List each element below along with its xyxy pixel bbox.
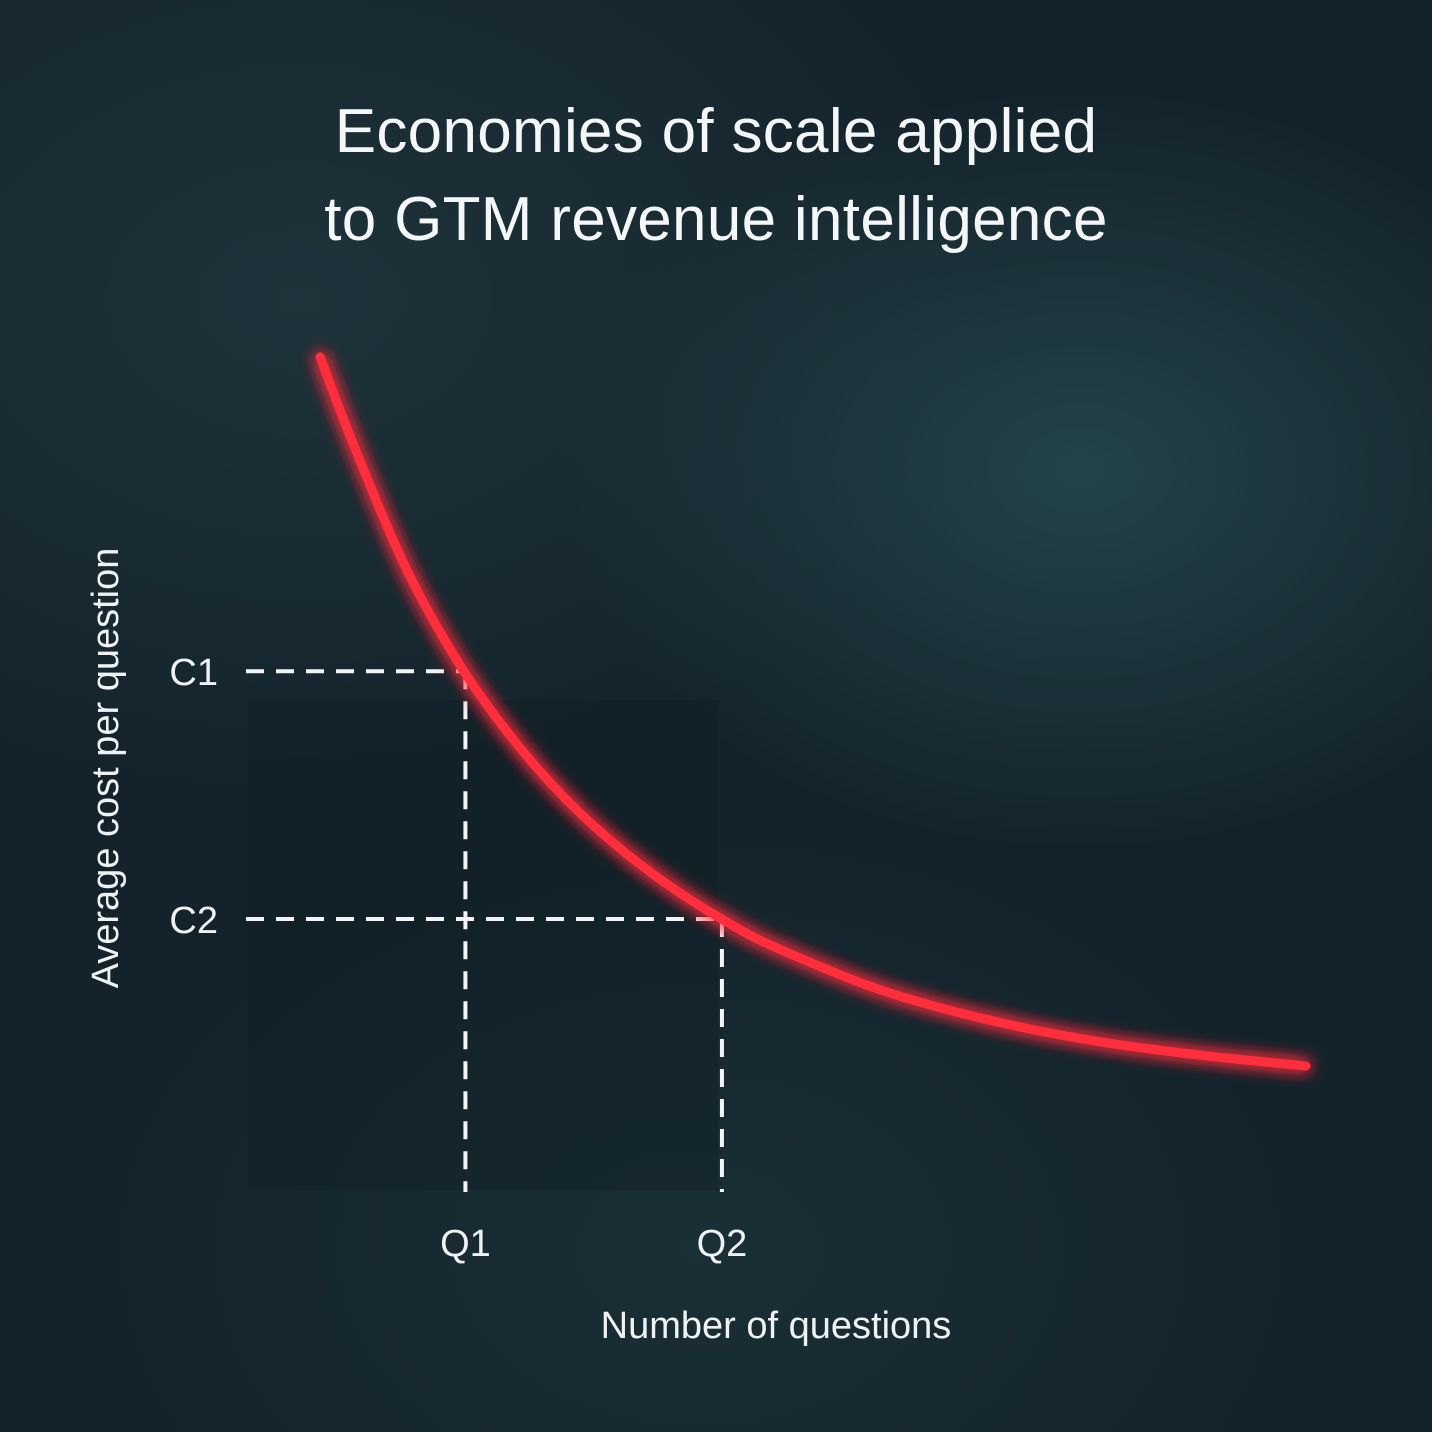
reference-guides [246, 669, 724, 1192]
chart-title: Economies of scale applied to GTM revenu… [0, 88, 1432, 264]
tick-labels: Q1 C1 Q2 C2 [169, 652, 747, 1265]
series-0-line [315, 352, 1311, 1071]
axes [243, 359, 1309, 1195]
plot-area-shade [248, 700, 718, 1190]
x-tick-label-Q1: Q1 [440, 1223, 491, 1265]
chart-title-line-1: Economies of scale applied [334, 97, 1098, 166]
x-tick-label-Q2: Q2 [697, 1223, 748, 1265]
y-axis-label: Average cost per question [85, 548, 127, 989]
series-group [315, 352, 1311, 1071]
x-axis-label: Number of questions [601, 1305, 952, 1347]
y-tick-label-C1: C1 [169, 652, 218, 694]
chart-title-line-2: to GTM revenue intelligence [324, 185, 1108, 254]
y-tick-label-C2: C2 [169, 900, 218, 942]
